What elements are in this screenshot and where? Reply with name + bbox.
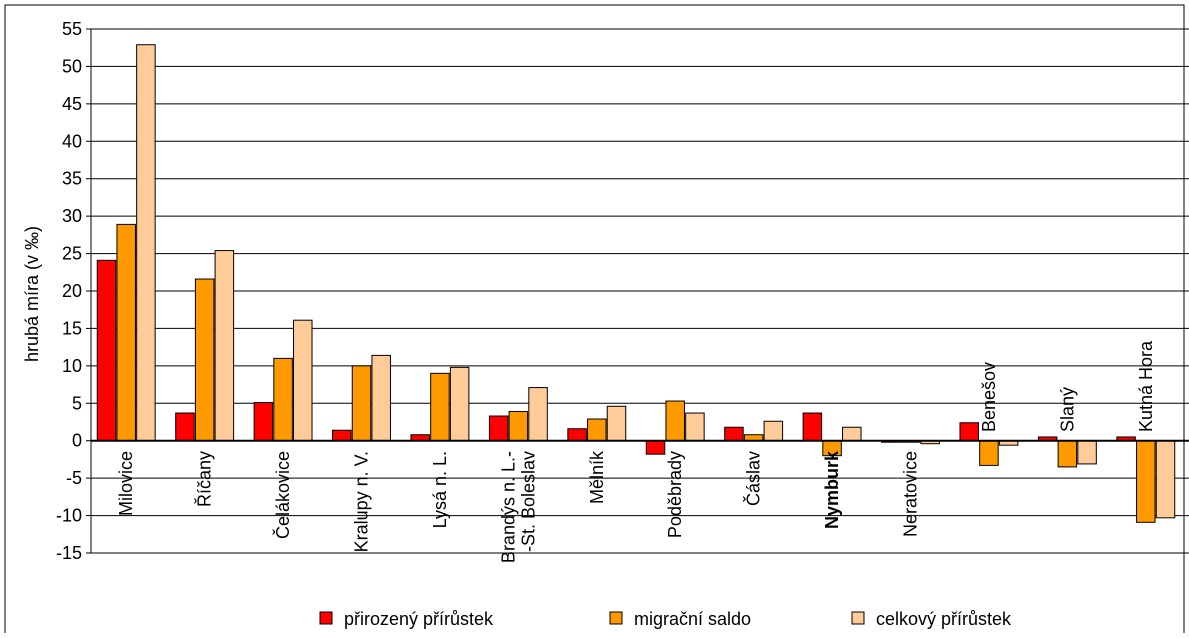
category-label-lysa-n-l: Lysá n. L. [430, 451, 450, 528]
y-tick-label: -10 [56, 506, 82, 526]
y-tick-label: -15 [56, 543, 82, 563]
category-label-kutna-hora: Kutná Hora [1136, 340, 1156, 432]
bar-prirozeny-prirustek [488, 415, 509, 442]
category-label-neratovice: Neratovice [901, 451, 921, 537]
y-tick-label: 40 [62, 131, 82, 151]
y-tick-label: 5 [72, 393, 82, 413]
y-tick-label: 20 [62, 281, 82, 301]
y-tick-label: 10 [62, 356, 82, 376]
bar-celkovy-prirustek [293, 319, 313, 442]
category-label-celakovice: Čelákovice [272, 451, 293, 539]
y-tick-label: 0 [72, 431, 82, 451]
bar-migracni-saldo [351, 365, 372, 442]
bar-celkovy-prirustek [842, 426, 862, 442]
bar-celkovy-prirustek [528, 387, 548, 442]
legend-swatch-prirozeny-prirustek [319, 611, 333, 625]
bar-migracni-saldo [116, 223, 136, 442]
bar-celkovy-prirustek [763, 420, 784, 442]
bar-celkovy-prirustek [449, 366, 470, 442]
y-tick-label: 15 [62, 318, 82, 338]
y-tick-label: 35 [62, 169, 82, 189]
category-label-caslav: Čáslav [743, 451, 764, 506]
bar-prirozeny-prirustek [645, 440, 666, 455]
y-tick-label: -5 [66, 468, 82, 488]
bar-prirozeny-prirustek [959, 422, 979, 442]
bar-celkovy-prirustek [685, 412, 705, 442]
bar-prirozeny-prirustek [175, 412, 195, 442]
legend-label-prirozeny-prirustek: přirozený přírůstek [344, 609, 494, 629]
y-axis-title: hrubá míra (v ‰) [22, 226, 42, 362]
category-label-melnik: Mělník [587, 450, 607, 504]
y-tick-label: 30 [62, 206, 82, 226]
y-tick-label: 25 [62, 244, 82, 264]
legend-swatch-celkovy-prirustek [851, 611, 865, 625]
bar-migracni-saldo [194, 278, 215, 442]
bar-celkovy-prirustek [606, 405, 627, 442]
bar-prirozeny-prirustek [332, 429, 352, 442]
y-axis-title-text: hrubá míra (v ‰) [22, 226, 42, 362]
bar-migracni-saldo [665, 400, 685, 442]
legend-label-migracni-saldo: migrační saldo [634, 609, 751, 629]
bar-celkovy-prirustek [1077, 440, 1097, 465]
y-tick-label: 50 [62, 56, 82, 76]
bar-migracni-saldo [979, 440, 999, 466]
category-label-milovice: Milovice [116, 451, 136, 516]
bar-migracni-saldo [587, 418, 607, 442]
axis-layer: -15 -10 -5 0 5 10 15 20 25 30 35 40 45 50 55 Milovice Ří… [56, 19, 1189, 563]
bar-celkovy-prirustek [1155, 440, 1176, 519]
bar-migracni-saldo [430, 372, 450, 442]
bar-migracni-saldo [1057, 440, 1078, 468]
bar-migracni-saldo [508, 411, 529, 442]
bar-prirozeny-prirustek [96, 259, 117, 442]
category-label-kralupy-n-v: Kralupy n. V. [352, 451, 372, 552]
bar-migracni-saldo [1136, 440, 1156, 523]
bar-prirozeny-prirustek [802, 412, 823, 442]
grid-layer [91, 28, 1189, 554]
category-label-podebrady: Poděbrady [665, 451, 685, 538]
bar-celkovy-prirustek [214, 250, 235, 442]
category-label-slany: Slaný [1057, 387, 1077, 432]
category-label-nymburk: Nymburk [822, 450, 842, 529]
bar-prirozeny-prirustek [253, 402, 274, 442]
bar-prirozeny-prirustek [567, 428, 587, 442]
bar-prirozeny-prirustek [724, 426, 744, 442]
bar-celkovy-prirustek [136, 44, 156, 442]
y-tick-label: 45 [62, 94, 82, 114]
chart-frame [4, 4, 1185, 638]
legend: přirozený přírůstek migrační saldo celkový… [319, 609, 1012, 629]
legend-label-celkovy-prirustek: celkový přírůstek [876, 609, 1012, 629]
category-label-ricany: Říčany [195, 451, 215, 507]
category-label-brandys-n-l-st-boleslav: Brandýs n. L.--St. Boleslav [498, 451, 538, 563]
legend-swatch-migracni-saldo [609, 611, 623, 625]
y-tick-label: 55 [62, 19, 82, 39]
category-label-benesov: Benešov [979, 362, 999, 432]
bar-migracni-saldo [273, 357, 293, 442]
bar-celkovy-prirustek [371, 354, 391, 442]
